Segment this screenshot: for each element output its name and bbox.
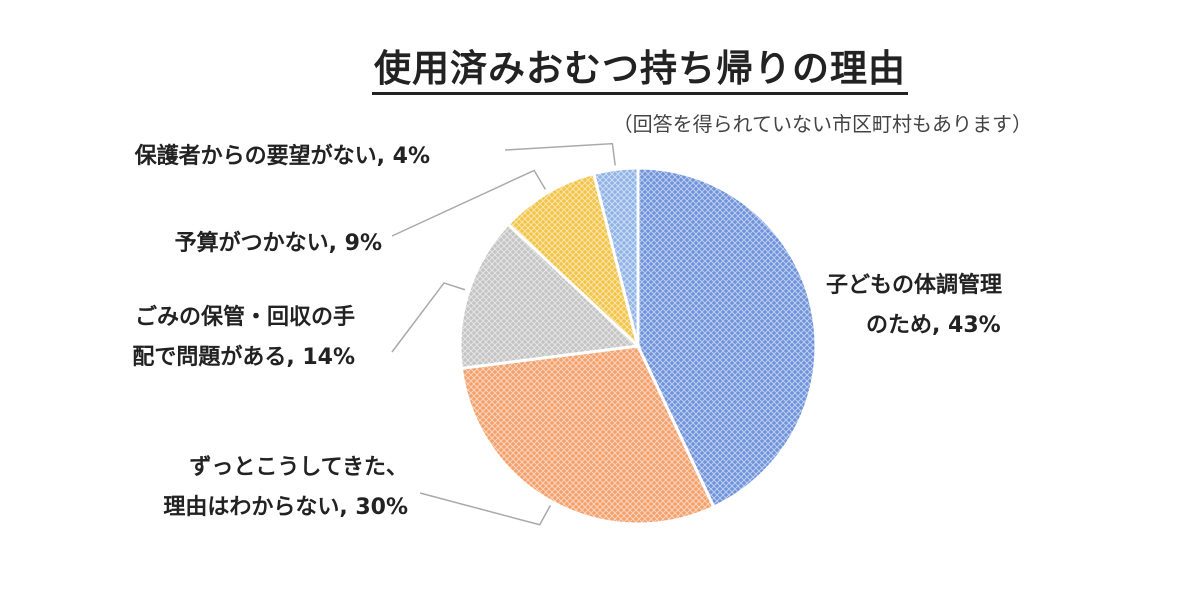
leader-line-parents (504, 142, 616, 166)
slice-label-habit: ずっとこうしてきた、 理由はわからない, 30% (163, 455, 408, 520)
chart-subtitle: （回答を得られていない市区町村もあります） (612, 112, 1032, 136)
pie-slice-storage-texture (460, 224, 638, 369)
leader-line-budget (391, 169, 547, 237)
pie-slice-habit-texture (461, 346, 714, 524)
slice-label-parents: 保護者からの要望がない, 4% (134, 144, 430, 169)
chart-title: 使用済みおむつ持ち帰りの理由 (0, 38, 1200, 95)
slice-label-health: 子どもの体調管理 のため, 43% (826, 273, 1003, 338)
slice-label-budget: 予算がつかない, 9% (174, 231, 382, 256)
slice-label-storage: ごみの保管・回収の手 配で問題がある, 14% (132, 305, 355, 370)
pie-slice-budget-texture (508, 173, 638, 346)
pie-slice-parents-texture (593, 168, 638, 346)
leader-line-storage (391, 282, 466, 353)
leader-line-habit (419, 492, 551, 526)
pie-slice-health-texture (638, 168, 817, 508)
